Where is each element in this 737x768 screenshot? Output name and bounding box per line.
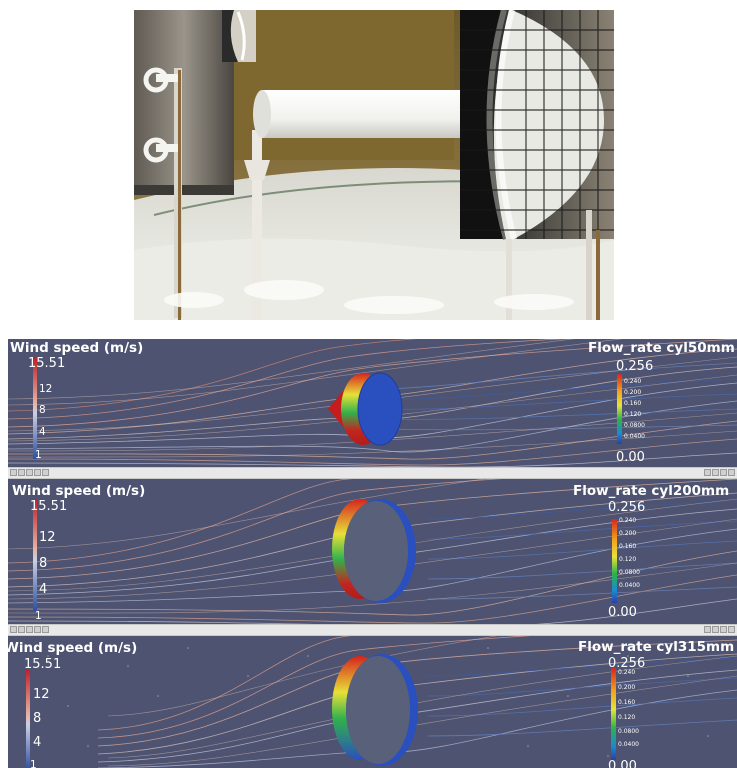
wind-speed-title: Wind speed (m/s)	[12, 483, 146, 499]
flow-rate-tick: 0.240	[619, 517, 637, 524]
flow-rate-max-tick: 0.256	[608, 656, 646, 671]
wind-speed-colorbar	[26, 670, 30, 768]
flow-rate-tick: 0.240	[624, 378, 642, 385]
cfd-panel-cyl200: Wind speed (m/s) 15.51 12 8 4 1 Flow_rat…	[8, 479, 737, 624]
wind-tunnel-photo-image	[134, 10, 614, 320]
toolbar-left-buttons[interactable]	[10, 626, 49, 633]
flow-rate-title: Flow_rate cyl50mm	[588, 340, 735, 356]
viewer-toolbar	[8, 467, 737, 479]
toolbar-button[interactable]	[10, 626, 17, 633]
split-horizontal-icon[interactable]	[704, 626, 711, 633]
wind-speed-tick: 12	[39, 530, 56, 545]
wind-speed-colorbar	[33, 499, 37, 611]
toolbar-button[interactable]	[34, 469, 41, 476]
cyl200-streamlines	[8, 479, 737, 624]
flow-rate-tick: 0.0400	[624, 433, 645, 440]
cfd-panel-cyl315: Wind speed (m/s) 15.51 12 8 4 1 Flow_rat…	[8, 636, 737, 768]
flow-rate-title: Flow_rate cyl315mm	[578, 639, 735, 655]
flow-rate-tick: 0.160	[618, 699, 636, 706]
flow-rate-tick: 0.120	[624, 411, 642, 418]
wind-speed-title: Wind speed (m/s)	[8, 640, 138, 656]
flow-rate-tick: 0.0800	[619, 569, 640, 576]
wind-speed-title: Wind speed (m/s)	[10, 340, 144, 356]
toolbar-button[interactable]	[42, 626, 49, 633]
split-horizontal-icon[interactable]	[704, 469, 711, 476]
flow-rate-tick: 0.200	[619, 530, 637, 537]
wind-speed-tick: 8	[33, 711, 42, 726]
wind-speed-tick: 4	[39, 426, 46, 438]
toolbar-button[interactable]	[10, 469, 17, 476]
flow-rate-tick: 0.0800	[624, 422, 645, 429]
flow-rate-title: Flow_rate cyl200mm	[573, 483, 730, 499]
maximize-icon[interactable]	[720, 626, 727, 633]
toolbar-button[interactable]	[34, 626, 41, 633]
wind-speed-colorbar	[33, 358, 37, 459]
split-vertical-icon[interactable]	[712, 626, 719, 633]
wind-tunnel-photo	[134, 10, 614, 320]
flow-rate-tick: 0.240	[618, 669, 636, 676]
flow-rate-tick: 0.200	[624, 389, 642, 396]
wind-speed-tick: 4	[39, 582, 48, 597]
toolbar-button[interactable]	[18, 469, 25, 476]
close-icon[interactable]	[728, 469, 735, 476]
flow-rate-colorbar	[611, 668, 616, 760]
toolbar-button[interactable]	[26, 626, 33, 633]
toolbar-button[interactable]	[42, 469, 49, 476]
wind-speed-tick: 8	[39, 556, 48, 571]
cyl50-streamlines	[8, 339, 737, 467]
split-vertical-icon[interactable]	[712, 469, 719, 476]
wind-speed-tick: 4	[33, 735, 42, 750]
maximize-icon[interactable]	[720, 469, 727, 476]
toolbar-button[interactable]	[18, 626, 25, 633]
flow-rate-tick: 0.0400	[618, 741, 639, 748]
wind-speed-min-tick: 1	[35, 610, 42, 622]
wind-speed-max-tick: 15.51	[24, 657, 62, 672]
wind-speed-tick: 12	[39, 383, 53, 395]
viewer-toolbar	[8, 624, 737, 636]
flow-rate-tick: 0.200	[618, 684, 636, 691]
flow-rate-min-tick: 0.00	[616, 450, 645, 465]
toolbar-button[interactable]	[26, 469, 33, 476]
flow-rate-max-tick: 0.256	[608, 500, 646, 515]
wind-speed-min-tick: 1	[35, 449, 42, 461]
flow-rate-tick: 0.0400	[619, 582, 640, 589]
flow-rate-max-tick: 0.256	[616, 359, 654, 374]
wind-speed-tick: 8	[39, 404, 46, 416]
wind-speed-tick: 12	[33, 687, 50, 702]
toolbar-right-buttons[interactable]	[704, 626, 735, 633]
flow-rate-tick: 0.160	[624, 400, 642, 407]
flow-rate-tick: 0.120	[618, 714, 636, 721]
flow-rate-tick: 0.120	[619, 556, 637, 563]
flow-rate-tick: 0.0800	[618, 728, 639, 735]
wind-speed-max-tick: 15.51	[30, 499, 68, 514]
flow-rate-min-tick: 0.00	[608, 605, 637, 620]
flow-rate-colorbar	[612, 519, 617, 603]
flow-rate-colorbar	[617, 374, 622, 444]
cfd-panel-cyl50: Wind speed (m/s) 15.51 12 8 4 1 Flow_rat…	[8, 339, 737, 467]
flow-rate-min-tick: 0.00	[608, 759, 637, 768]
wind-speed-max-tick: 15.51	[28, 356, 66, 371]
toolbar-left-buttons[interactable]	[10, 469, 49, 476]
flow-rate-tick: 0.160	[619, 543, 637, 550]
close-icon[interactable]	[728, 626, 735, 633]
toolbar-right-buttons[interactable]	[704, 469, 735, 476]
wind-speed-min-tick: 1	[30, 759, 37, 768]
cyl315-streamlines	[26, 636, 737, 768]
